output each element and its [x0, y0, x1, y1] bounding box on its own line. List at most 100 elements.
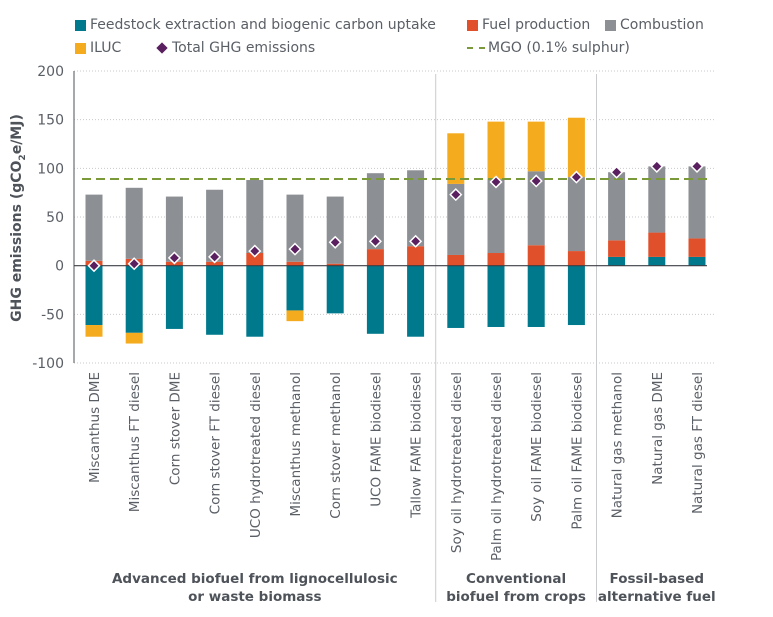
bar-segment-iluc [527, 121, 545, 172]
y-tick-label: 50 [46, 210, 64, 226]
bar-segment-feedstock-extraction-and-biogenic-carbon-uptake [125, 265, 143, 333]
y-tick-label: 200 [37, 64, 64, 80]
legend-label: Combustion [620, 17, 704, 33]
bar-segment-iluc [85, 325, 103, 337]
total-marker [569, 170, 583, 184]
bar-segment-fuel-production [567, 251, 585, 266]
category-label: Corn stover FT diesel [208, 372, 224, 514]
bar-segment-feedstock-extraction-and-biogenic-carbon-uptake [85, 265, 103, 326]
group-label: Conventional [466, 571, 566, 587]
bar-segment-combustion [85, 194, 103, 261]
category-label: UCO hydrotreated diesel [248, 372, 264, 538]
group-label: or waste biomass [188, 589, 321, 605]
category-label: Soy oil hydrotreated diesel [449, 372, 465, 553]
category-label: Natural gas methanol [610, 372, 626, 518]
fuel-production-swatch [467, 19, 478, 31]
bar-segment-fuel-production [447, 254, 465, 266]
group-label: Fossil-based [610, 571, 705, 587]
total-marker [690, 159, 704, 173]
total-marker [409, 234, 423, 248]
bar-segment-fuel-production [326, 263, 344, 266]
bar-segment-feedstock-extraction-and-biogenic-carbon-uptake [447, 265, 465, 328]
bar-segment-fuel-production [206, 261, 224, 266]
bar-segment-feedstock-extraction-and-biogenic-carbon-uptake [407, 265, 425, 337]
bar-segment-iluc [447, 133, 465, 184]
category-label: Natural gas DME [650, 372, 666, 485]
bar-segment-iluc [286, 310, 304, 322]
bar-segment-fuel-production [286, 261, 304, 266]
bar-segment-fuel-production [407, 246, 425, 266]
bar-segment-feedstock-extraction-and-biogenic-carbon-uptake [165, 265, 183, 329]
y-tick-label: -50 [41, 307, 64, 323]
bar-segment-combustion [447, 183, 465, 255]
legend-label: Fuel production [482, 17, 591, 33]
y-tick-label: 100 [37, 161, 64, 177]
bar-segment-fuel-production [527, 245, 545, 266]
total-marker [127, 257, 141, 271]
category-label: Corn stover DME [167, 372, 183, 485]
category-label: Natural gas FT diesel [690, 372, 706, 514]
bar-segment-combustion [567, 177, 585, 252]
bar-segment-fuel-production [648, 232, 666, 257]
y-tick-label: 150 [37, 113, 64, 129]
category-label: Palm oil FAME biodiesel [569, 372, 585, 530]
bar-segment-feedstock-extraction-and-biogenic-carbon-uptake [366, 265, 384, 334]
total-marker [208, 250, 222, 264]
total-marker [368, 234, 382, 248]
axes [73, 71, 707, 363]
total-marker [529, 174, 543, 188]
bar-segment-fuel-production [688, 238, 706, 257]
total-markers [87, 159, 704, 273]
y-axis-label: GHG emissions (gCO2e/MJ) [9, 114, 28, 322]
bar-segment-fuel-production [487, 253, 505, 266]
legend-item-feedstock: Feedstock extraction and biogenic carbon… [75, 17, 436, 33]
legend-item-total: Total GHG emissions [155, 40, 315, 56]
bar-segment-combustion [407, 170, 425, 247]
group-labels: Advanced biofuel from lignocellulosic or … [112, 571, 716, 605]
bar-segment-feedstock-extraction-and-biogenic-carbon-uptake [648, 256, 666, 266]
total-marker [489, 175, 503, 189]
category-label: Miscanthus methanol [288, 372, 304, 517]
group-label: biofuel from crops [446, 589, 586, 605]
legend-item-fuel-production: Fuel production [467, 17, 590, 33]
bar-segment-iluc [487, 121, 505, 180]
category-label: Miscanthus FT diesel [127, 372, 143, 512]
y-tick-label: 0 [55, 259, 64, 275]
total-marker [87, 259, 101, 273]
bar-segment-combustion [487, 179, 505, 254]
legend-item-combustion: Combustion [605, 17, 704, 33]
bar-segment-combustion [125, 187, 143, 259]
bar-segment-feedstock-extraction-and-biogenic-carbon-uptake [567, 265, 585, 326]
bar-segment-combustion [165, 196, 183, 262]
category-label: Corn stover methanol [328, 372, 344, 519]
y-tick-label: -100 [32, 356, 64, 372]
category-labels: Miscanthus DME Miscanthus FT diesel Corn s… [87, 372, 706, 561]
legend-label: MGO (0.1% sulphur) [488, 40, 630, 56]
category-label: UCO FAME biodiesel [368, 372, 384, 507]
category-label: Palm oil hydrotreated diesel [489, 372, 505, 561]
bar-segment-fuel-production [366, 249, 384, 266]
legend-label: Feedstock extraction and biogenic carbon… [90, 17, 436, 33]
legend-label: ILUC [90, 40, 122, 56]
bar-segment-combustion [648, 166, 666, 233]
category-label: Soy oil FAME biodiesel [529, 372, 545, 522]
bar-segment-combustion [608, 172, 626, 241]
total-marker [288, 242, 302, 256]
bar-segment-feedstock-extraction-and-biogenic-carbon-uptake [326, 265, 344, 314]
bar-segment-feedstock-extraction-and-biogenic-carbon-uptake [286, 265, 304, 311]
group-separators [435, 74, 597, 602]
dashed-line-icon [467, 47, 485, 49]
bar-segment-combustion [326, 196, 344, 264]
bar-segment-feedstock-extraction-and-biogenic-carbon-uptake [608, 256, 626, 266]
total-marker [328, 235, 342, 249]
bar-segment-feedstock-extraction-and-biogenic-carbon-uptake [246, 265, 264, 337]
bar-segment-combustion [286, 194, 304, 262]
category-label: Tallow FAME biodiesel [409, 372, 425, 519]
total-marker [248, 244, 262, 258]
bar-segment-feedstock-extraction-and-biogenic-carbon-uptake [527, 265, 545, 327]
bar-segment-fuel-production [608, 240, 626, 257]
legend-label: Total GHG emissions [172, 40, 316, 56]
bar-segment-combustion [688, 166, 706, 239]
bar-segment-combustion [206, 189, 224, 262]
